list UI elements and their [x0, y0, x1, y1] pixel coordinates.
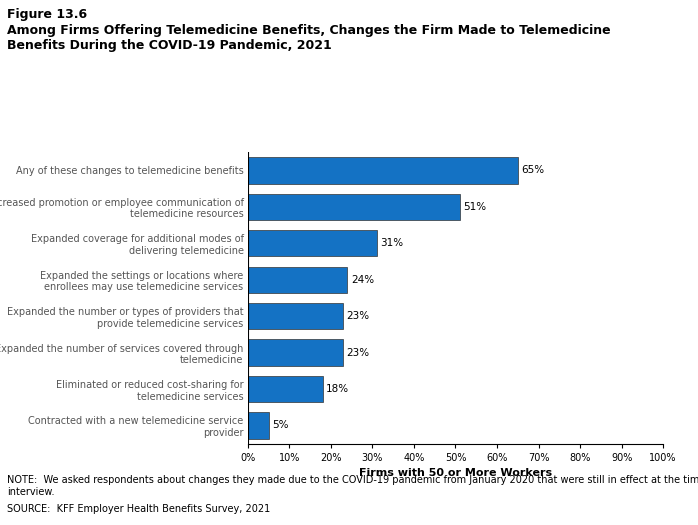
Text: Figure 13.6: Figure 13.6	[7, 8, 87, 21]
Bar	[248, 194, 459, 220]
Bar	[248, 158, 518, 184]
Text: 51%: 51%	[463, 202, 486, 212]
Bar	[248, 340, 343, 366]
Text: NOTE:  We asked respondents about changes they made due to the COVID-19 pandemic: NOTE: We asked respondents about changes…	[7, 475, 698, 497]
Text: 18%: 18%	[326, 384, 349, 394]
Bar	[248, 376, 322, 402]
Bar	[248, 267, 348, 293]
Text: Among Firms Offering Telemedicine Benefits, Changes the Firm Made to Telemedicin: Among Firms Offering Telemedicine Benefi…	[7, 24, 611, 37]
Text: 24%: 24%	[351, 275, 374, 285]
Text: SOURCE:  KFF Employer Health Benefits Survey, 2021: SOURCE: KFF Employer Health Benefits Sur…	[7, 504, 270, 514]
Text: Benefits During the COVID-19 Pandemic, 2021: Benefits During the COVID-19 Pandemic, 2…	[7, 39, 332, 52]
Bar	[248, 412, 269, 438]
Bar	[248, 230, 376, 256]
X-axis label: Firms with 50 or More Workers: Firms with 50 or More Workers	[359, 468, 552, 478]
Bar	[248, 303, 343, 329]
Text: 23%: 23%	[347, 311, 370, 321]
Text: 23%: 23%	[347, 348, 370, 358]
Text: 31%: 31%	[380, 238, 403, 248]
Text: 5%: 5%	[272, 421, 288, 430]
Text: 65%: 65%	[521, 165, 544, 175]
